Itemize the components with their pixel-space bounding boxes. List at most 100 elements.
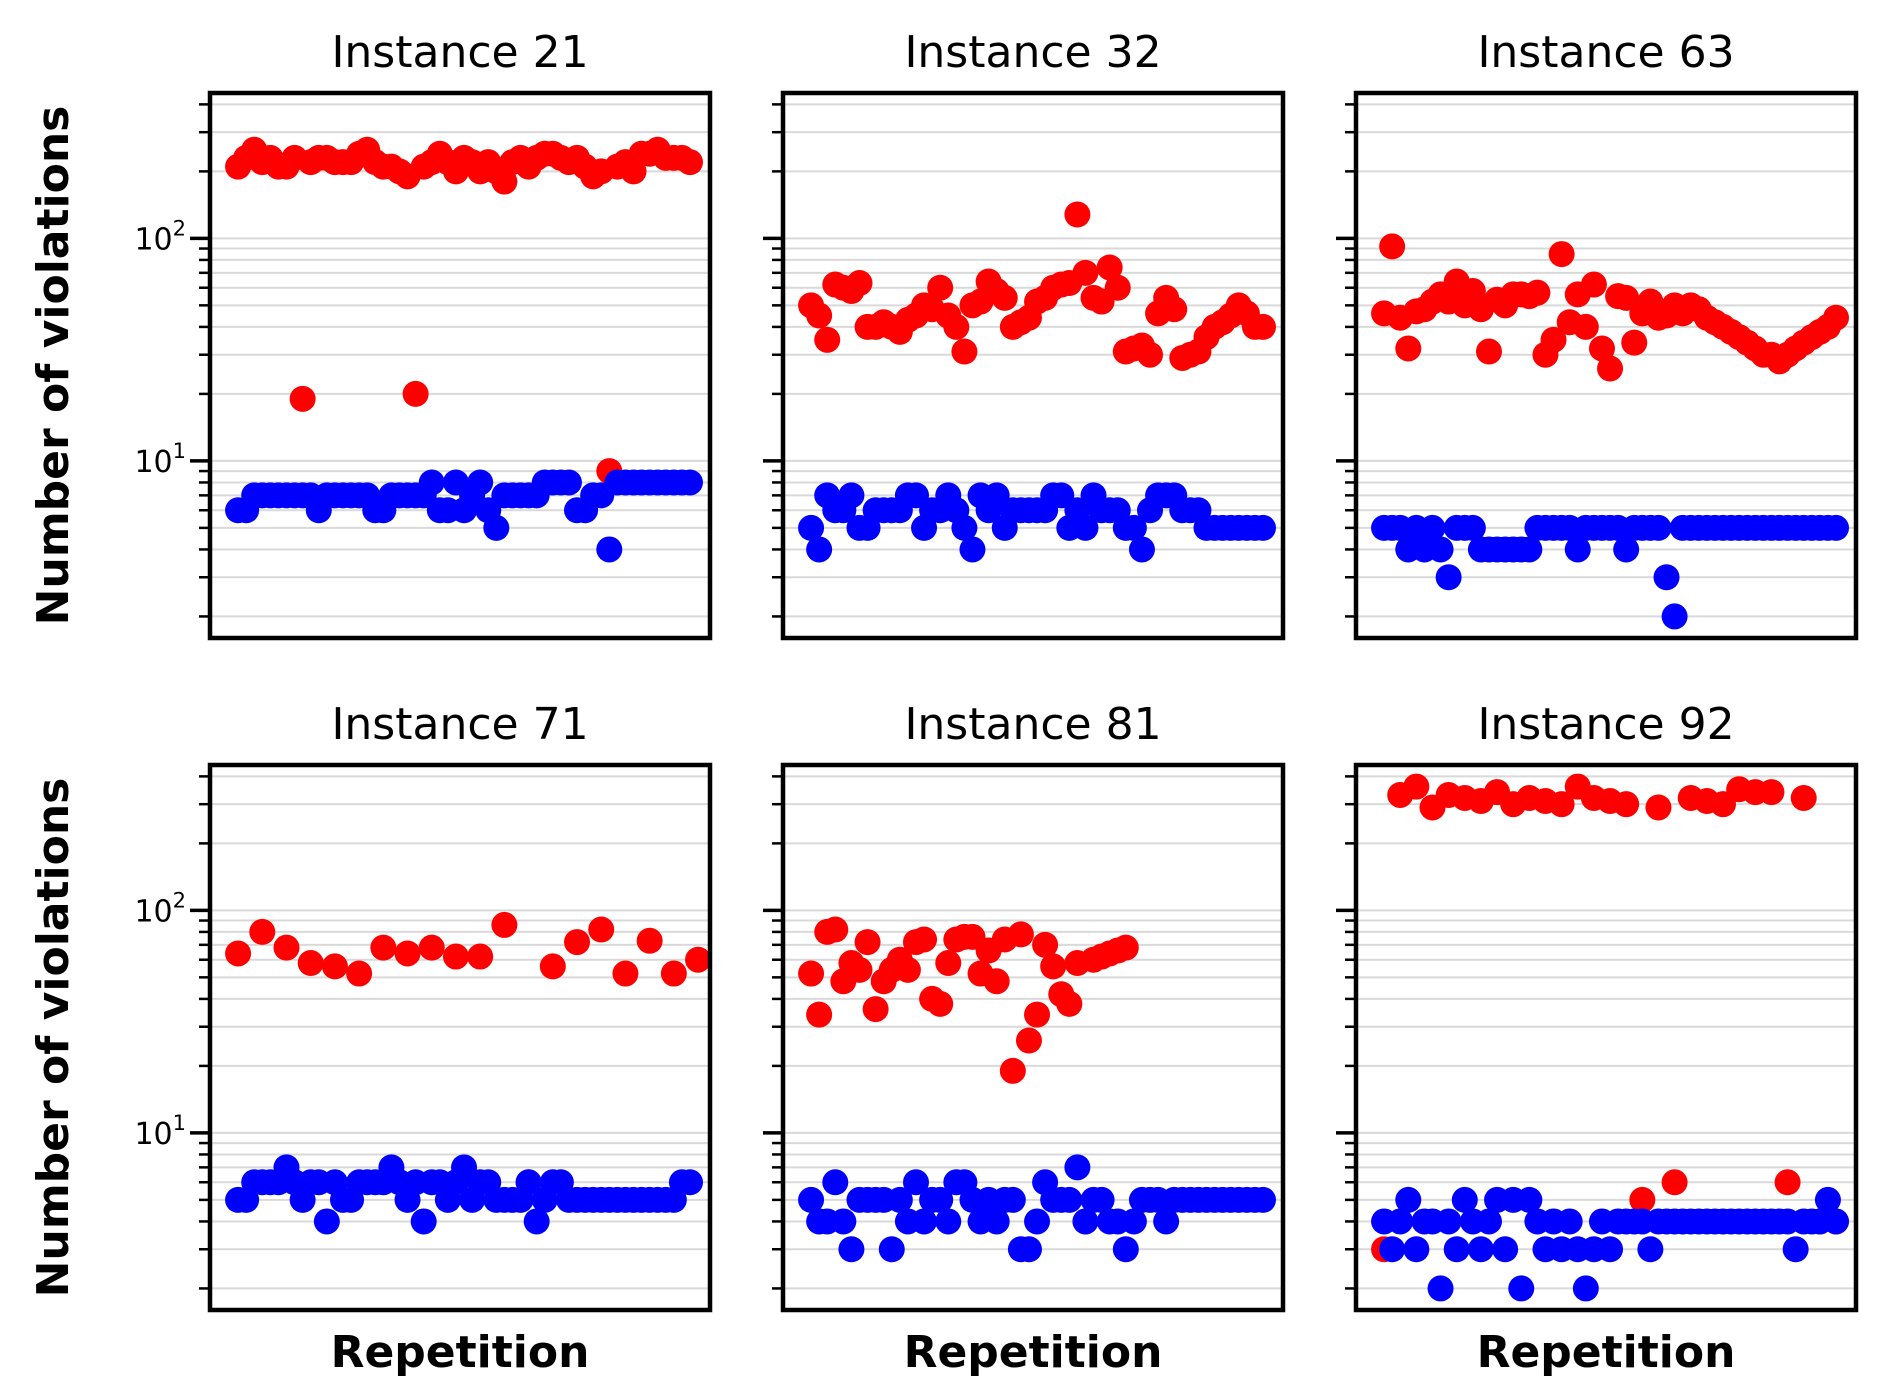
data-point-blue bbox=[1064, 1154, 1091, 1181]
data-point-blue bbox=[959, 536, 986, 563]
data-point-blue bbox=[410, 1208, 437, 1235]
data-point-red bbox=[1790, 784, 1817, 811]
data-point-red bbox=[1661, 1169, 1688, 1196]
data-point-red bbox=[1024, 1001, 1051, 1028]
data-point-red bbox=[854, 929, 881, 956]
data-point-red bbox=[1104, 274, 1131, 301]
subplot-1: 101 102 Instance 21 Number of violations bbox=[28, 27, 713, 641]
data-point-red bbox=[225, 940, 252, 967]
axes-frame bbox=[1353, 90, 1859, 641]
data-point-red bbox=[1064, 201, 1091, 228]
data-point-blue bbox=[1492, 1236, 1519, 1263]
data-point-blue bbox=[1387, 1208, 1414, 1235]
data-point-red bbox=[1007, 921, 1034, 948]
data-point-blue bbox=[1823, 514, 1849, 541]
data-point-blue bbox=[1056, 1186, 1083, 1213]
data-point-red bbox=[846, 956, 873, 983]
subplot-title: Instance 32 bbox=[904, 27, 1161, 78]
data-point-blue bbox=[1403, 1236, 1430, 1263]
data-point-blue bbox=[983, 1208, 1010, 1235]
data-point-blue bbox=[1613, 536, 1640, 563]
data-point-red bbox=[1524, 279, 1551, 306]
data-point-blue bbox=[822, 1169, 849, 1196]
data-point-red bbox=[588, 916, 615, 943]
data-point-red bbox=[1588, 335, 1615, 362]
data-point-red bbox=[289, 385, 316, 412]
data-point-red bbox=[1572, 313, 1599, 340]
subplot-title: Instance 21 bbox=[331, 27, 588, 78]
data-point-blue bbox=[951, 514, 978, 541]
data-point-red bbox=[418, 934, 445, 961]
axes-frame bbox=[207, 762, 713, 1313]
data-point-blue bbox=[838, 1236, 865, 1263]
data-point-red bbox=[911, 926, 938, 953]
data-point-red bbox=[1096, 254, 1123, 281]
data-point-red bbox=[1613, 284, 1640, 311]
data-point-red bbox=[1597, 355, 1624, 382]
data-point-red bbox=[636, 927, 663, 954]
data-point-red bbox=[370, 934, 397, 961]
data-point-blue bbox=[798, 514, 825, 541]
data-point-red bbox=[894, 956, 921, 983]
data-point-red bbox=[983, 968, 1010, 995]
axes-frame bbox=[780, 762, 1286, 1313]
data-point-blue bbox=[1556, 1208, 1583, 1235]
y-axis-label: Number of violations bbox=[28, 106, 79, 626]
data-point-red bbox=[1161, 296, 1188, 323]
data-point-blue bbox=[902, 1169, 929, 1196]
data-point-blue bbox=[878, 1236, 905, 1263]
data-point-blue bbox=[1015, 1236, 1042, 1263]
y-axis-label: Number of violations bbox=[28, 778, 79, 1298]
subplot-6: Instance 92 Repetition bbox=[1336, 699, 1859, 1378]
data-point-red bbox=[1580, 271, 1607, 298]
x-axis-label: Repetition bbox=[331, 1327, 590, 1378]
data-point-blue bbox=[1516, 536, 1543, 563]
axes-frame bbox=[780, 90, 1286, 641]
data-point-blue bbox=[1564, 536, 1591, 563]
data-point-blue bbox=[1572, 1275, 1599, 1302]
data-point-red bbox=[467, 943, 494, 970]
data-point-blue bbox=[677, 1169, 703, 1196]
data-point-red bbox=[1548, 791, 1575, 818]
axes-frame bbox=[207, 90, 713, 641]
data-point-red bbox=[846, 270, 873, 297]
data-point-blue bbox=[1653, 564, 1680, 591]
data-point-blue bbox=[1395, 1186, 1422, 1213]
data-point-red bbox=[394, 940, 421, 967]
data-point-red bbox=[1112, 934, 1139, 961]
data-point-blue bbox=[911, 1208, 938, 1235]
y-tick-label: 102 bbox=[134, 888, 186, 929]
data-point-blue bbox=[1435, 1208, 1462, 1235]
data-point-red bbox=[951, 338, 978, 365]
axes-frame bbox=[1353, 762, 1859, 1313]
data-point-blue bbox=[418, 469, 445, 496]
data-point-red bbox=[1823, 304, 1849, 331]
data-point-blue bbox=[1459, 514, 1486, 541]
data-point-blue bbox=[1516, 1186, 1543, 1213]
data-point-blue bbox=[1637, 1236, 1664, 1263]
data-point-blue bbox=[935, 1208, 962, 1235]
data-point-blue bbox=[555, 469, 582, 496]
data-point-red bbox=[999, 1057, 1026, 1084]
data-point-red bbox=[1475, 338, 1502, 365]
data-point-blue bbox=[1427, 536, 1454, 563]
data-point-blue bbox=[1072, 1208, 1099, 1235]
subplot-3: Instance 63 bbox=[1336, 27, 1859, 641]
data-point-red bbox=[927, 274, 954, 301]
data-point-red bbox=[806, 1001, 833, 1028]
subplot-5: Instance 81 Repetition bbox=[763, 699, 1286, 1378]
data-point-red bbox=[660, 960, 687, 987]
data-point-red bbox=[273, 934, 300, 961]
data-point-red bbox=[1629, 1186, 1656, 1213]
data-point-red bbox=[1758, 779, 1785, 806]
data-point-blue bbox=[1024, 1208, 1051, 1235]
data-point-blue bbox=[838, 482, 865, 509]
data-point-red bbox=[991, 284, 1018, 311]
data-point-blue bbox=[523, 1208, 550, 1235]
data-point-blue bbox=[1112, 1236, 1139, 1263]
data-point-blue bbox=[1645, 514, 1672, 541]
data-point-red bbox=[442, 943, 469, 970]
data-point-blue bbox=[1814, 1186, 1841, 1213]
data-point-red bbox=[1395, 335, 1422, 362]
subplot-title: Instance 71 bbox=[331, 699, 588, 750]
